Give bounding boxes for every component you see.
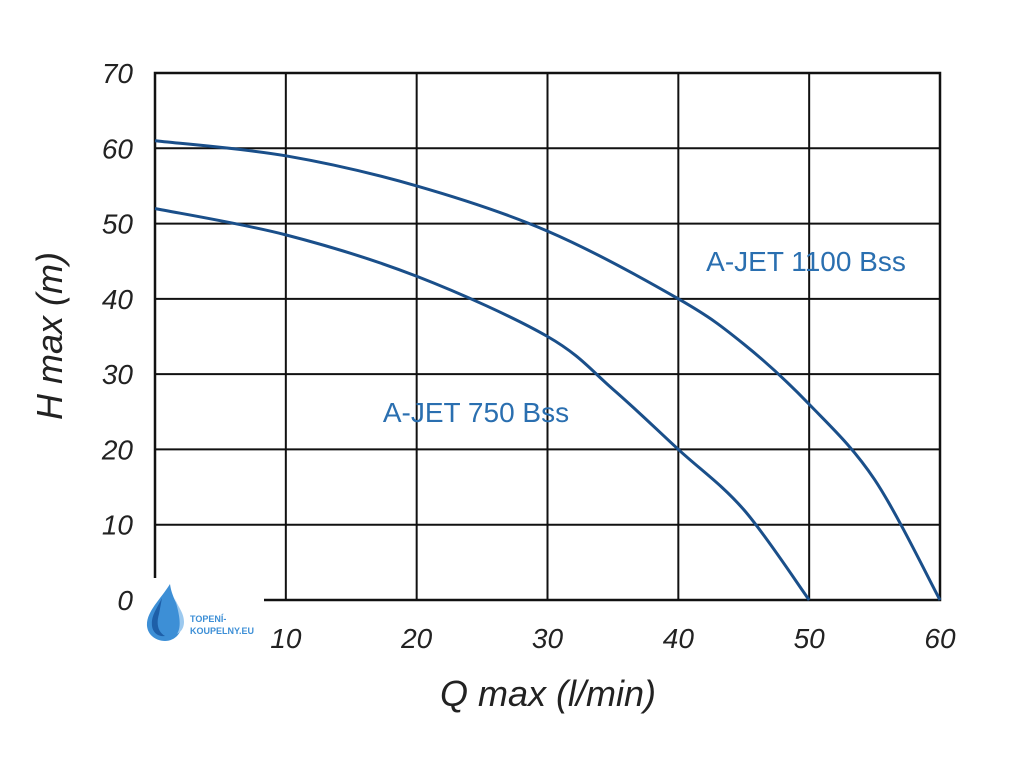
plot-frame <box>153 71 942 602</box>
y-tick-labels: 0 10 20 30 40 50 60 70 <box>101 58 134 616</box>
y-tick-label: 60 <box>102 133 134 164</box>
x-tick-label: 20 <box>400 623 433 654</box>
logo-line-1: TOPENÍ- <box>190 614 226 624</box>
x-tick-label: 60 <box>924 623 956 654</box>
series-line-a-jet-750 <box>154 207 811 601</box>
water-drop-icon <box>146 584 184 641</box>
y-tick-label: 0 <box>117 585 133 616</box>
x-tick-label: 40 <box>663 623 695 654</box>
logo-line-2: KOUPELNY.EU <box>190 626 254 636</box>
y-axis-title: H max (m) <box>29 252 70 420</box>
series-labels: A-JET 1100 Bss A-JET 750 Bss <box>383 246 906 428</box>
y-tick-label: 50 <box>102 209 134 240</box>
topeni-koupelny-logo: TOPENÍ- KOUPELNY.EU <box>140 578 264 650</box>
series-line-a-jet-1100 <box>154 139 942 601</box>
y-tick-label: 40 <box>102 284 134 315</box>
x-tick-label: 50 <box>794 623 826 654</box>
series-label: A-JET 1100 Bss <box>706 246 906 277</box>
x-axis-title: Q max (l/min) <box>440 673 656 714</box>
y-tick-label: 30 <box>102 359 134 390</box>
x-tick-label: 10 <box>270 623 302 654</box>
y-tick-label: 10 <box>102 510 134 541</box>
grid <box>154 72 941 601</box>
y-tick-label: 20 <box>101 434 134 465</box>
y-tick-label: 70 <box>102 58 134 89</box>
curves <box>154 139 942 601</box>
x-tick-label: 30 <box>532 623 564 654</box>
series-label: A-JET 750 Bss <box>383 397 569 428</box>
